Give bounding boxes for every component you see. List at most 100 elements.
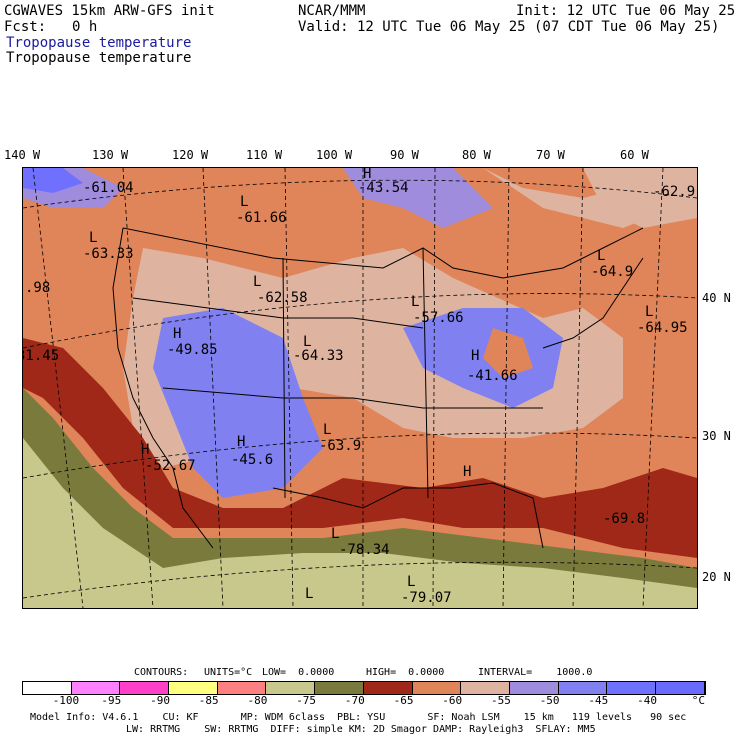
field-title-secondary: Tropopause temperature bbox=[6, 50, 192, 66]
lon-label: 120 W bbox=[172, 148, 209, 162]
lon-label: 130 W bbox=[92, 148, 129, 162]
lon-label: 110 W bbox=[246, 148, 283, 162]
tropopause-temperature-map: H -43.54 -61.04 L -61.66 L -63.33 -62.9 … bbox=[22, 167, 698, 609]
color-scale-tick: -90 bbox=[150, 694, 170, 707]
map-marker-low: L bbox=[331, 526, 340, 542]
field-fill-blue bbox=[153, 308, 323, 498]
field-fill-darkred bbox=[23, 338, 697, 558]
map-value: -49.85 bbox=[167, 342, 218, 358]
map-marker-low: L bbox=[240, 194, 249, 210]
map-marker-high: H bbox=[471, 348, 480, 364]
contour-label: CONTOURS: bbox=[134, 667, 189, 678]
map-marker-low: L bbox=[305, 586, 314, 602]
field-fill-orange bbox=[483, 328, 533, 378]
color-swatch bbox=[558, 682, 608, 694]
map-marker-low: L bbox=[411, 294, 420, 310]
map-value: -52.67 bbox=[145, 458, 196, 474]
model-info-line1: Model Info: V4.6.1 CU: KF MP: WDM 6class… bbox=[30, 712, 687, 723]
lon-label: 60 W bbox=[620, 148, 649, 162]
fcst-label: Fcst: bbox=[4, 19, 47, 35]
color-scale-tick: -95 bbox=[101, 694, 122, 707]
color-swatch bbox=[120, 682, 170, 694]
model-title: CGWAVES 15km ARW-GFS init bbox=[4, 3, 215, 19]
color-swatch bbox=[655, 682, 705, 694]
color-swatch bbox=[71, 682, 121, 694]
color-swatch bbox=[461, 682, 510, 694]
contour-low: LOW= 0.0000 bbox=[262, 667, 335, 678]
center-title: NCAR/MMM bbox=[298, 3, 366, 19]
contour-interval: INTERVAL= 1000.0 bbox=[478, 667, 593, 678]
map-value: 31.45 bbox=[23, 348, 60, 364]
color-scale-tick: -80 bbox=[247, 694, 268, 707]
color-scale-tick: °C bbox=[691, 694, 706, 707]
color-swatch bbox=[509, 682, 559, 694]
color-scale-tick: -55 bbox=[491, 694, 511, 707]
map-marker-low: L bbox=[645, 304, 654, 320]
color-swatch bbox=[315, 682, 364, 694]
map-marker-low: L bbox=[89, 230, 98, 246]
color-scale-bar bbox=[22, 681, 706, 695]
map-marker-high: H bbox=[173, 326, 182, 342]
field-fill-lavender bbox=[343, 168, 493, 228]
color-scale-tick: -75 bbox=[296, 694, 317, 707]
map-value: -45.6 bbox=[231, 452, 274, 468]
lon-label: 90 W bbox=[390, 148, 419, 162]
color-swatch bbox=[266, 682, 316, 694]
map-marker-low: L bbox=[303, 334, 312, 350]
map-value: -64.33 bbox=[293, 348, 344, 364]
map-value: -62.58 bbox=[257, 290, 308, 306]
color-swatch bbox=[607, 682, 656, 694]
valid-time: Valid: 12 UTC Tue 06 May 25 (07 CDT Tue … bbox=[298, 19, 720, 35]
color-swatch bbox=[169, 682, 218, 694]
map-value: -41.66 bbox=[467, 368, 518, 384]
map-value: -63.33 bbox=[83, 246, 134, 262]
field-title-primary: Tropopause temperature bbox=[6, 35, 192, 51]
map-value: -64.95 bbox=[637, 320, 688, 336]
map-marker-high: H bbox=[363, 167, 372, 182]
field-fill-tan bbox=[583, 168, 697, 228]
map-value: .98 bbox=[25, 280, 51, 296]
map-value: -62.9 bbox=[653, 184, 696, 200]
map-canvas bbox=[23, 168, 697, 608]
field-fill-lightolive bbox=[23, 438, 697, 608]
field-fill-olive bbox=[23, 388, 697, 608]
map-value: -78.34 bbox=[339, 542, 390, 558]
map-marker-high: H bbox=[463, 464, 472, 480]
boundaries bbox=[112, 227, 644, 549]
map-value: -57.66 bbox=[413, 310, 464, 326]
contour-high: HIGH= 0.0000 bbox=[366, 667, 445, 678]
field-fill-blue bbox=[23, 168, 83, 193]
map-value: -61.66 bbox=[236, 210, 287, 226]
color-swatch bbox=[363, 682, 413, 694]
map-marker-low: L bbox=[407, 574, 416, 590]
map-value: -64.9 bbox=[591, 264, 634, 280]
lat-label: 20 N bbox=[702, 570, 731, 584]
map-marker-high: H bbox=[141, 442, 150, 458]
model-info-line2: LW: RRTMG SW: RRTMG DIFF: simple KM: 2D … bbox=[126, 724, 596, 735]
lon-label: 140 W bbox=[4, 148, 41, 162]
graticule bbox=[23, 168, 697, 608]
map-marker-low: L bbox=[253, 274, 262, 290]
color-swatch bbox=[217, 682, 267, 694]
color-scale-tick: -50 bbox=[539, 694, 560, 707]
fcst-value: 0 h bbox=[72, 19, 98, 35]
color-scale-tick: -100 bbox=[52, 694, 80, 707]
color-swatch bbox=[23, 682, 72, 694]
color-scale-tick: -65 bbox=[393, 694, 414, 707]
color-scale-tick: -60 bbox=[442, 694, 463, 707]
init-time: Init: 12 UTC Tue 06 May 25 bbox=[516, 3, 736, 19]
map-value: -79.07 bbox=[401, 590, 452, 606]
lon-label: 100 W bbox=[316, 148, 353, 162]
color-scale-tick: -70 bbox=[344, 694, 365, 707]
color-scale-tick: -85 bbox=[198, 694, 219, 707]
map-marker-high: H bbox=[237, 434, 246, 450]
map-value: -61.04 bbox=[83, 180, 134, 196]
map-value: -63.9 bbox=[319, 438, 362, 454]
lat-label: 30 N bbox=[702, 429, 731, 443]
color-swatch bbox=[412, 682, 462, 694]
contour-units: UNITS=°C bbox=[204, 667, 253, 678]
map-marker-low: L bbox=[597, 248, 606, 264]
color-scale-tick: -40 bbox=[637, 694, 657, 707]
lon-label: 80 W bbox=[462, 148, 491, 162]
map-marker-low: L bbox=[323, 422, 332, 438]
